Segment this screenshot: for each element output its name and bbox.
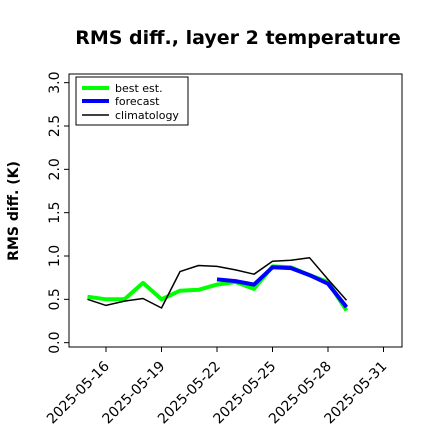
legend: best est. forecast climatology xyxy=(75,76,189,126)
legend-label-climatology: climatology xyxy=(115,109,179,122)
series-line-forecast xyxy=(216,265,349,309)
chart-title: RMS diff., layer 2 temperature xyxy=(75,27,401,49)
y-tick-label: 1.0 xyxy=(47,245,63,267)
series-line-climatology xyxy=(87,256,348,309)
y-tick-label: 0.0 xyxy=(47,332,63,354)
y-tick-label: 1.5 xyxy=(47,202,63,224)
y-tick-label: 0.5 xyxy=(47,288,63,310)
y-tick-label: 3.0 xyxy=(47,72,63,94)
y-tick-label: 2.5 xyxy=(47,115,63,137)
legend-label-forecast: forecast xyxy=(115,95,160,108)
y-axis-label: RMS diff. (K) xyxy=(6,161,22,261)
legend-label-best-est: best est. xyxy=(115,82,163,95)
y-tick-label: 2.0 xyxy=(47,158,63,180)
